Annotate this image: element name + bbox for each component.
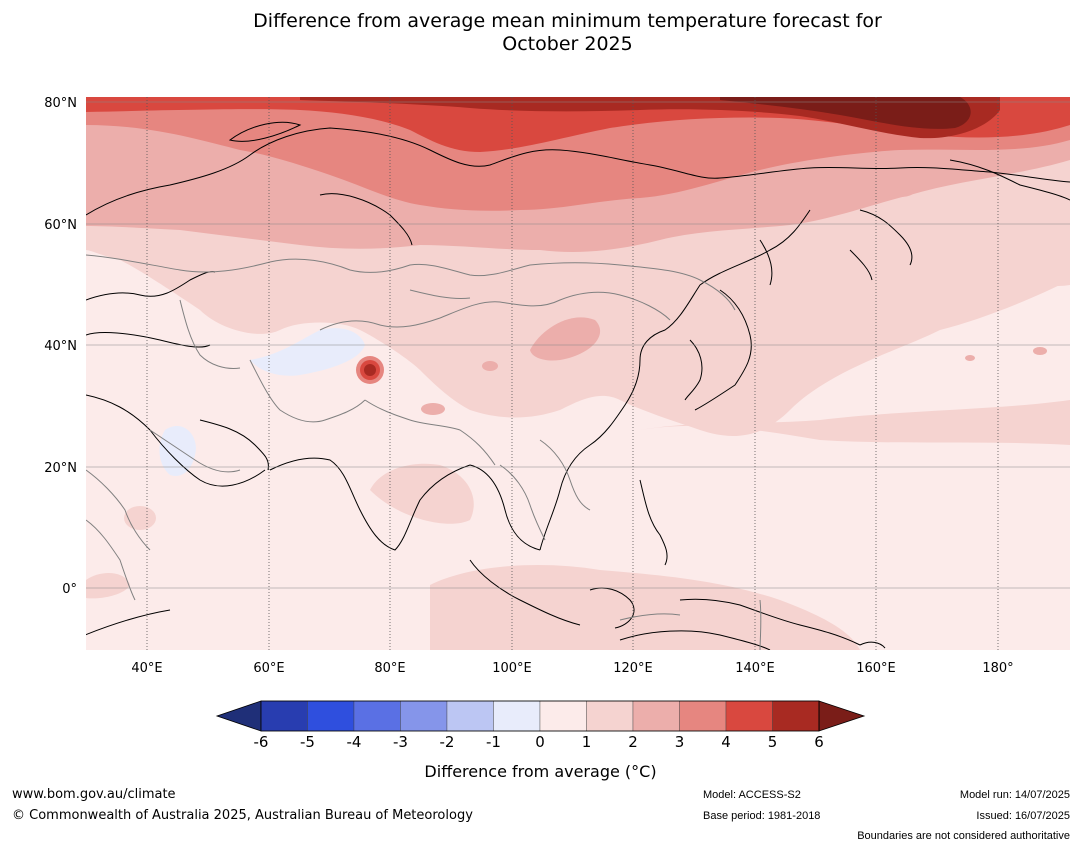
lon-label: 180° — [982, 661, 1013, 676]
hotspot-core — [364, 364, 376, 376]
anomaly-2-3-patch-c — [482, 361, 498, 371]
disclaimer-text: Boundaries are not considered authoritat… — [857, 830, 1070, 842]
lon-label: 160°E — [856, 661, 896, 676]
website-link[interactable]: www.bom.gov.au/climate — [12, 787, 176, 802]
colorbar-bin — [353, 700, 401, 732]
anomaly-1-2-africa — [86, 573, 130, 599]
lon-label: 120°E — [613, 661, 653, 676]
anomaly-2-3-patch-e — [965, 355, 975, 361]
lon-label: 60°E — [253, 661, 284, 676]
map-title: Difference from average mean minimum tem… — [0, 10, 1081, 56]
colorbar-tick-label: -6 — [253, 733, 269, 751]
anomaly-above-6-arctic — [720, 97, 971, 129]
colorbar-bin — [539, 700, 587, 732]
lat-axis: 80°N 60°N 40°N 20°N 0° — [44, 96, 77, 597]
map-panel — [86, 97, 1070, 650]
anomaly-2-3-mongolia — [530, 317, 601, 361]
base-period-text: Base period: 1981-2018 — [703, 810, 821, 822]
colorbar-bin — [632, 700, 680, 732]
issued-text: Issued: 16/07/2025 — [976, 810, 1070, 822]
lat-label: 20°N — [44, 461, 77, 476]
lon-label: 140°E — [735, 661, 775, 676]
lat-label: 60°N — [44, 218, 77, 233]
anomaly-1-2-maritime — [430, 565, 860, 650]
colorbar-bin — [772, 700, 820, 732]
anomaly-2-3-patch-a — [886, 187, 914, 197]
lat-label: 80°N — [44, 96, 77, 111]
colorbar-tick-label: 4 — [721, 733, 731, 751]
colorbar-extend-high — [818, 700, 866, 732]
anomaly-1-2-india — [370, 463, 474, 524]
colorbar-bin — [307, 700, 355, 732]
coastlines — [86, 121, 1070, 650]
title-line-2: October 2025 — [502, 33, 633, 55]
colorbar-bin — [586, 700, 634, 732]
colorbar-tick-label: 6 — [814, 733, 824, 751]
colorbar-tick-label: -1 — [486, 733, 501, 751]
colorbar-bin — [260, 700, 308, 732]
anomaly-1-2-band-east — [640, 400, 1070, 445]
colorbar-tick-label: -5 — [300, 733, 315, 751]
lat-label: 0° — [62, 582, 77, 597]
colorbar-title: Difference from average (°C) — [424, 762, 657, 781]
anomaly-3-4-arctic — [86, 97, 1070, 211]
colorbar-tick-label: -3 — [393, 733, 408, 751]
anomaly-1-2-horn — [124, 506, 156, 530]
colorbar-bin — [493, 700, 541, 732]
colorbar-tick-label: 2 — [628, 733, 638, 751]
colorbar-bin — [679, 700, 727, 732]
colorbar-tick-label: 5 — [767, 733, 778, 751]
colorbar-tick-label: -2 — [439, 733, 455, 751]
lon-label: 100°E — [492, 661, 532, 676]
copyright-text: © Commonwealth of Australia 2025, Austra… — [12, 808, 473, 823]
lon-label: 40°E — [131, 661, 162, 676]
colorbar-tick-label: 3 — [674, 733, 685, 751]
colorbar-tick-label: -4 — [346, 733, 362, 751]
colorbar-frame — [260, 700, 820, 732]
title-line-1: Difference from average mean minimum tem… — [253, 10, 882, 32]
colorbar-tick-label: 1 — [581, 733, 592, 751]
country-borders — [86, 254, 762, 650]
lon-label: 80°E — [374, 661, 405, 676]
colorbar-bin — [725, 700, 773, 732]
colorbar — [215, 700, 866, 732]
colorbar-tick-label: 0 — [535, 733, 545, 751]
lon-axis: 40°E 60°E 80°E 100°E 120°E 140°E 160°E 1… — [131, 661, 1013, 676]
graticule — [86, 101, 1070, 589]
anomaly-2-3-patch-d — [1033, 347, 1047, 355]
colorbar-extend-low — [215, 700, 262, 732]
anomaly-neg-1-0-central-asia — [250, 328, 365, 376]
lat-label: 40°N — [44, 339, 77, 354]
model-text: Model: ACCESS-S2 — [703, 789, 801, 801]
colorbar-bin — [446, 700, 494, 732]
meridians — [146, 97, 999, 650]
anomaly-neg-1-0-arabia — [159, 426, 196, 476]
anomaly-2-3-patch-b — [421, 403, 445, 415]
model-run-text: Model run: 14/07/2025 — [959, 789, 1070, 801]
colorbar-bin — [400, 700, 448, 732]
